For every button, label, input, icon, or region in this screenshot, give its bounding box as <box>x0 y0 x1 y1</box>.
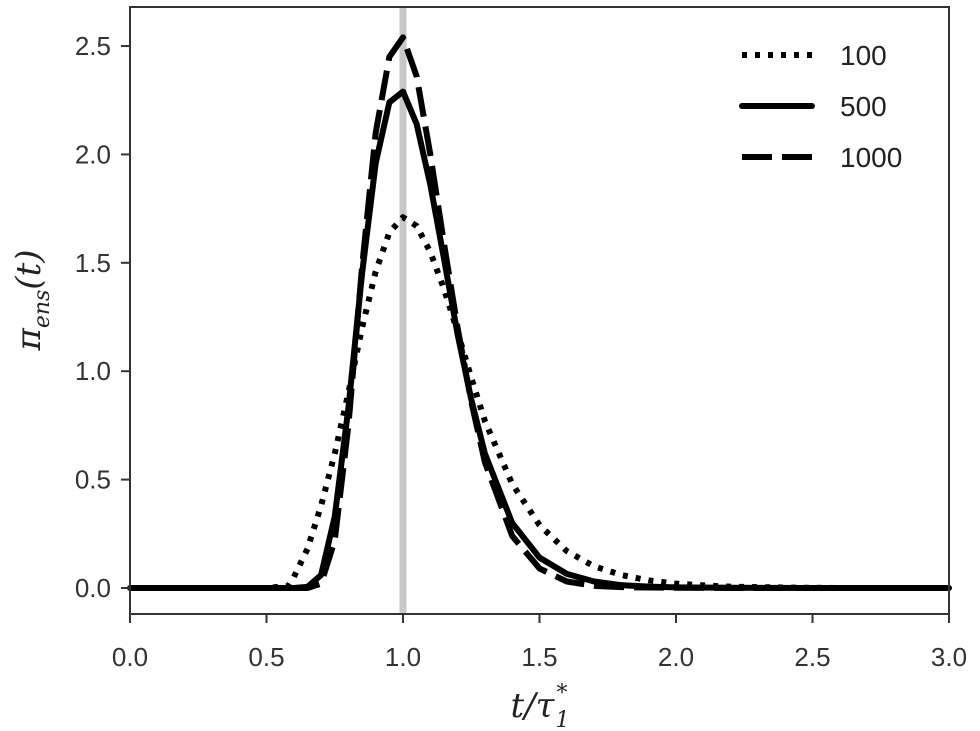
y-tick-label: 0.5 <box>75 465 111 495</box>
x-tick-label: 3.0 <box>931 642 967 672</box>
series-layer <box>127 34 952 591</box>
x-tick-label: 2.5 <box>794 642 830 672</box>
x-axis-ticks: 0.0 0.5 1.0 1.5 2.0 2.5 3.0 <box>112 614 967 672</box>
y-tick-label: 2.0 <box>75 139 111 169</box>
legend-label-1000: 1000 <box>840 142 902 173</box>
x-axis-label-sup: * <box>556 681 567 706</box>
x-axis-label-base: t/τ <box>511 686 556 726</box>
series-line-100 <box>130 214 949 591</box>
y-tick-label: 1.0 <box>75 356 111 386</box>
series-line-1000 <box>130 34 949 591</box>
y-axis-ticks: 0.0 0.5 1.0 1.5 2.0 2.5 <box>75 31 130 603</box>
series-line-500 <box>127 88 952 591</box>
x-tick-label: 1.5 <box>521 642 557 672</box>
x-tick-label: 1.0 <box>385 642 421 672</box>
y-axis-label-base: π <box>9 328 49 352</box>
y-tick-label: 1.5 <box>75 248 111 278</box>
legend: 100 500 1000 <box>739 40 902 173</box>
x-axis-label-sub: 1 <box>555 708 569 731</box>
legend-label-100: 100 <box>840 40 887 71</box>
x-axis-label: t/τ* 1 <box>511 681 570 731</box>
y-tick-label: 0.0 <box>75 573 111 603</box>
legend-label-500: 500 <box>840 91 887 122</box>
y-axis-label-sub: ens <box>30 290 55 328</box>
x-tick-label: 2.0 <box>658 642 694 672</box>
y-tick-label: 2.5 <box>75 31 111 61</box>
y-axis-label-suffix: (t) <box>9 249 49 289</box>
x-tick-label: 0.0 <box>112 642 148 672</box>
x-tick-label: 0.5 <box>248 642 284 672</box>
y-axis-label: πens(t) <box>9 249 55 351</box>
